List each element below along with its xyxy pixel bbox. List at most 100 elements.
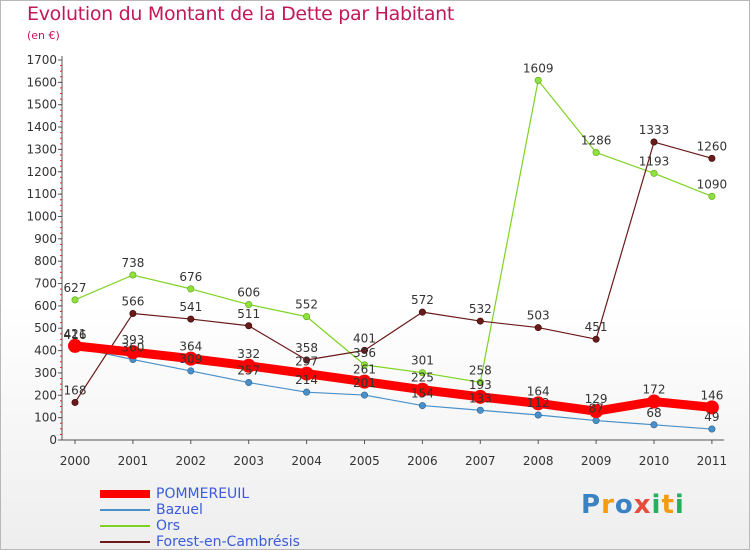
legend-swatch-bazuel [100,509,150,511]
data-point-pommereuil [183,351,198,366]
data-label-ors: 552 [295,298,318,312]
data-point-bazuel [476,406,484,414]
data-label-pommereuil: 146 [700,388,723,402]
y-tick-label: 300 [34,366,57,380]
data-point-ors [71,296,79,304]
data-point-bazuel [592,417,600,425]
x-tick-label: 2000 [60,454,91,468]
y-tick-label: 1100 [26,187,57,201]
data-point-bazuel [650,421,658,429]
data-label-forest-en-cambr-sis: 1260 [697,139,728,153]
data-label-forest-en-cambr-sis: 566 [121,294,144,308]
x-tick-label: 2003 [233,454,264,468]
data-point-bazuel [360,391,368,399]
data-point-pommereuil [415,382,430,397]
data-label-forest-en-cambr-sis: 401 [353,331,376,345]
data-point-forest-en-cambr-sis [650,138,658,146]
data-point-ors [360,361,368,369]
legend-label-bazuel: Bazuel [156,502,203,518]
data-label-ors: 258 [469,363,492,377]
data-point-forest-en-cambr-sis [303,356,311,364]
value-labels: 416 360 309 257 214 201 154 133 112 87 68 49 627 738 6… [64,61,728,424]
data-label-bazuel: 201 [353,376,376,390]
x-tick-label: 2008 [523,454,554,468]
y-tick-label: 1400 [26,120,57,134]
chart-title: Evolution du Montant de la Dette par Hab… [27,3,455,25]
legend-label-pommereuil: POMMEREUIL [156,486,250,502]
data-point-forest-en-cambr-sis [476,317,484,325]
data-label-pommereuil: 364 [179,340,202,354]
data-point-pommereuil [68,338,82,353]
data-label-ors: 301 [411,354,434,368]
data-point-pommereuil [299,366,314,381]
data-point-pommereuil [241,358,256,373]
x-tick-label: 2002 [176,454,207,468]
data-point-bazuel [534,411,542,419]
data-point-pommereuil [531,396,546,411]
data-label-bazuel: 416 [64,328,87,342]
data-label-forest-en-cambr-sis: 511 [237,307,260,321]
data-point-ors [708,192,716,200]
data-point-ors [245,301,253,309]
y-tick-label: 600 [34,299,57,313]
data-label-forest-en-cambr-sis: 503 [527,309,550,323]
data-point-forest-en-cambr-sis [71,398,79,406]
data-point-pommereuil [357,374,372,389]
data-label-forest-en-cambr-sis: 1333 [639,123,670,137]
data-point-forest-en-cambr-sis [592,335,600,343]
y-tick-label: 200 [34,388,57,402]
data-label-bazuel: 87 [588,402,603,416]
data-label-bazuel: 112 [527,396,550,410]
data-label-forest-en-cambr-sis: 532 [469,302,492,316]
x-tick-label: 2010 [639,454,670,468]
data-label-pommereuil: 261 [353,363,376,377]
data-label-pommereuil: 193 [469,378,492,392]
data-label-ors: 676 [179,270,202,284]
y-tick-label: 1600 [26,75,57,89]
x-tick-label: 2005 [349,454,380,468]
data-label-forest-en-cambr-sis: 572 [411,293,434,307]
data-label-ors: 1090 [697,177,728,191]
data-label-pommereuil: 332 [237,347,260,361]
y-tick-label: 1200 [26,165,57,179]
legend-label-ors: Ors [156,518,181,534]
y-tick-label: 500 [34,321,57,335]
data-label-pommereuil: 129 [585,392,608,406]
chart-subtitle: (en €) [27,29,60,42]
y-tick-label: 400 [34,344,57,358]
series-lines [68,76,719,433]
data-label-forest-en-cambr-sis: 358 [295,341,318,355]
x-tick-label: 2001 [118,454,149,468]
y-tick-label: 1000 [26,209,57,223]
data-point-forest-en-cambr-sis [708,154,716,162]
data-point-forest-en-cambr-sis [129,309,137,317]
data-label-pommereuil: 225 [411,371,434,385]
data-point-forest-en-cambr-sis [245,322,253,330]
data-point-pommereuil [589,404,604,419]
data-label-bazuel: 154 [411,387,434,401]
y-tick-label: 1700 [26,53,57,67]
y-tick-label: 0 [49,433,57,447]
data-point-ors [303,313,311,321]
data-point-bazuel [418,402,426,410]
data-label-bazuel: 133 [469,391,492,405]
data-point-bazuel [187,367,195,375]
data-label-bazuel: 257 [237,364,260,378]
legend-swatch-ors [100,525,150,527]
data-point-pommereuil [647,394,661,409]
x-tick-label: 2004 [291,454,322,468]
data-label-pommereuil: 297 [295,355,318,369]
x-tick-label: 2007 [465,454,496,468]
data-label-bazuel: 360 [121,341,144,355]
series-line-ors [74,79,713,383]
data-point-bazuel [708,425,716,433]
y-tick-label: 1300 [26,142,57,156]
data-point-pommereuil [704,400,719,415]
data-point-ors [534,76,542,84]
data-point-pommereuil [473,389,488,404]
y-tick-label: 700 [34,277,57,291]
data-point-forest-en-cambr-sis [418,308,426,316]
data-label-bazuel: 68 [646,406,661,420]
